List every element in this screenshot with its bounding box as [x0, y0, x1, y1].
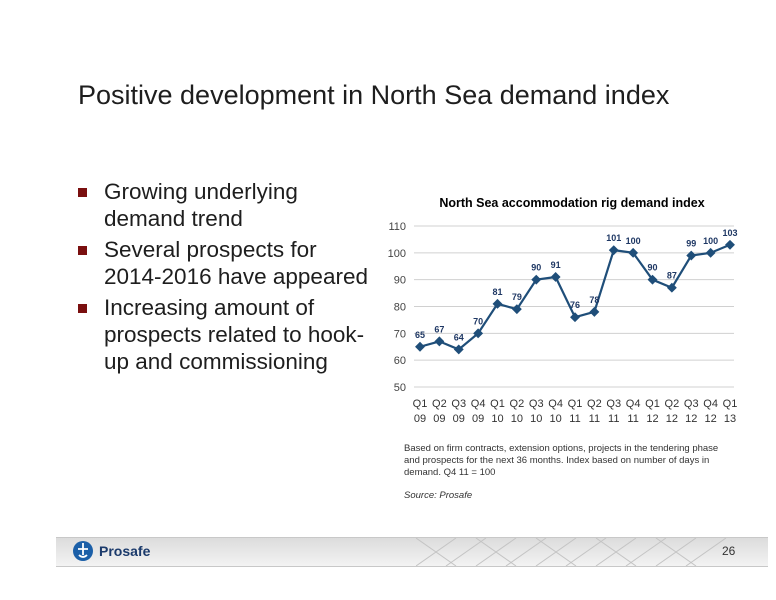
- y-tick-label: 70: [394, 328, 406, 340]
- x-tick-label-year: 10: [530, 413, 542, 425]
- footer-bar: [56, 537, 768, 567]
- chart-source: Source: Prosafe: [404, 490, 473, 501]
- x-tick-label-year: 10: [511, 413, 523, 425]
- x-tick-label-year: 12: [646, 413, 658, 425]
- x-tick-label-quarter: Q1: [568, 398, 583, 410]
- y-tick-label: 50: [394, 382, 406, 394]
- x-tick-label-quarter: Q3: [529, 398, 544, 410]
- data-point: [434, 336, 445, 347]
- data-label: 100: [626, 236, 641, 246]
- data-point: [570, 312, 580, 323]
- x-tick-label-year: 10: [550, 413, 562, 425]
- data-label: 81: [492, 287, 502, 297]
- x-tick-label-quarter: Q4: [548, 398, 563, 410]
- chart-title: North Sea accommodation rig demand index: [439, 196, 705, 210]
- data-label: 87: [667, 271, 677, 281]
- x-tick-label-year: 11: [627, 413, 638, 425]
- x-tick-label-quarter: Q3: [451, 398, 466, 410]
- data-point: [608, 245, 619, 256]
- x-tick-label-year: 09: [414, 413, 426, 425]
- data-label: 67: [434, 324, 444, 334]
- data-label: 90: [647, 263, 657, 273]
- data-point: [666, 282, 677, 293]
- data-label: 91: [551, 260, 561, 270]
- x-tick-label-quarter: Q1: [490, 398, 505, 410]
- chart-note: Based on firm contracts, extension optio…: [404, 443, 719, 478]
- x-tick-label-quarter: Q3: [606, 398, 621, 410]
- data-point: [705, 247, 716, 258]
- y-tick-label: 100: [388, 248, 406, 260]
- bullet-text: Several prospects for 2014-2016 have app…: [104, 237, 368, 289]
- data-point: [686, 250, 697, 261]
- x-tick-label-quarter: Q4: [626, 398, 641, 410]
- x-tick-label-quarter: Q2: [665, 398, 680, 410]
- data-label: 103: [722, 228, 737, 238]
- y-tick-label: 80: [394, 302, 406, 314]
- x-tick-label-year: 12: [685, 413, 697, 425]
- bullet-text: Increasing amount of prospects related t…: [104, 295, 365, 374]
- footer-decoration-lines: [416, 538, 727, 566]
- x-tick-label-year: 09: [472, 413, 484, 425]
- data-point: [589, 306, 600, 317]
- y-tick-label: 60: [394, 355, 406, 367]
- data-label: 79: [512, 292, 522, 302]
- slide-title: Positive development in North Sea demand…: [78, 80, 670, 110]
- bullet-square-icon: [78, 246, 87, 255]
- prosafe-logo: Prosafe: [72, 540, 150, 562]
- data-point: [550, 272, 561, 282]
- x-tick-label-year: 10: [491, 413, 503, 425]
- x-tick-label-year: 09: [453, 413, 465, 425]
- bullet-item: Several prospects for 2014-2016 have app…: [78, 236, 378, 290]
- data-label: 64: [454, 332, 464, 342]
- data-point: [492, 298, 503, 309]
- bullet-list: Growing underlying demand trend Several …: [78, 178, 378, 379]
- x-tick-label-year: 13: [724, 413, 736, 425]
- data-label: 100: [703, 236, 718, 246]
- x-tick-label-quarter: Q2: [432, 398, 447, 410]
- prosafe-emblem-icon: [73, 541, 93, 561]
- x-tick-label-quarter: Q1: [723, 398, 738, 410]
- x-tick-label-quarter: Q1: [645, 398, 660, 410]
- x-tick-label-year: 11: [569, 413, 580, 425]
- y-tick-label: 110: [388, 221, 406, 233]
- x-tick-label-quarter: Q4: [471, 398, 486, 410]
- data-point: [511, 304, 522, 315]
- demand-index-line-chart: 50 60 70 80 90 100 110 65 Q1 09 67 Q2 09 64 Q3 09 70 Q4 09…: [388, 221, 738, 425]
- data-point: [531, 274, 542, 285]
- data-point: [453, 344, 464, 355]
- data-point: [628, 247, 639, 258]
- logo-text: Prosafe: [99, 543, 151, 559]
- x-tick-label-year: 12: [705, 413, 717, 425]
- x-tick-label-year: 11: [589, 413, 600, 425]
- data-label: 90: [531, 263, 541, 273]
- bullet-square-icon: [78, 188, 87, 197]
- x-tick-label-year: 09: [433, 413, 445, 425]
- x-tick-label-quarter: Q2: [587, 398, 602, 410]
- x-tick-label-quarter: Q4: [703, 398, 718, 410]
- bullet-text: Growing underlying demand trend: [104, 179, 298, 231]
- data-point: [725, 239, 735, 250]
- data-label: 65: [415, 330, 425, 340]
- bullet-square-icon: [78, 304, 87, 313]
- bullet-item: Increasing amount of prospects related t…: [78, 294, 378, 375]
- page-number: 26: [722, 544, 736, 558]
- data-label: 101: [606, 233, 621, 243]
- x-tick-label-quarter: Q2: [510, 398, 525, 410]
- y-tick-label: 90: [394, 275, 406, 287]
- data-point: [415, 341, 425, 352]
- bullet-item: Growing underlying demand trend: [78, 178, 378, 232]
- x-tick-label-year: 11: [608, 413, 619, 425]
- data-label: 70: [473, 316, 483, 326]
- data-label: 76: [570, 300, 580, 310]
- x-tick-label-quarter: Q3: [684, 398, 699, 410]
- x-tick-label-quarter: Q1: [413, 398, 428, 410]
- data-label: 78: [589, 295, 599, 305]
- data-label: 99: [686, 239, 696, 249]
- data-point: [647, 274, 658, 285]
- x-tick-label-year: 12: [666, 413, 678, 425]
